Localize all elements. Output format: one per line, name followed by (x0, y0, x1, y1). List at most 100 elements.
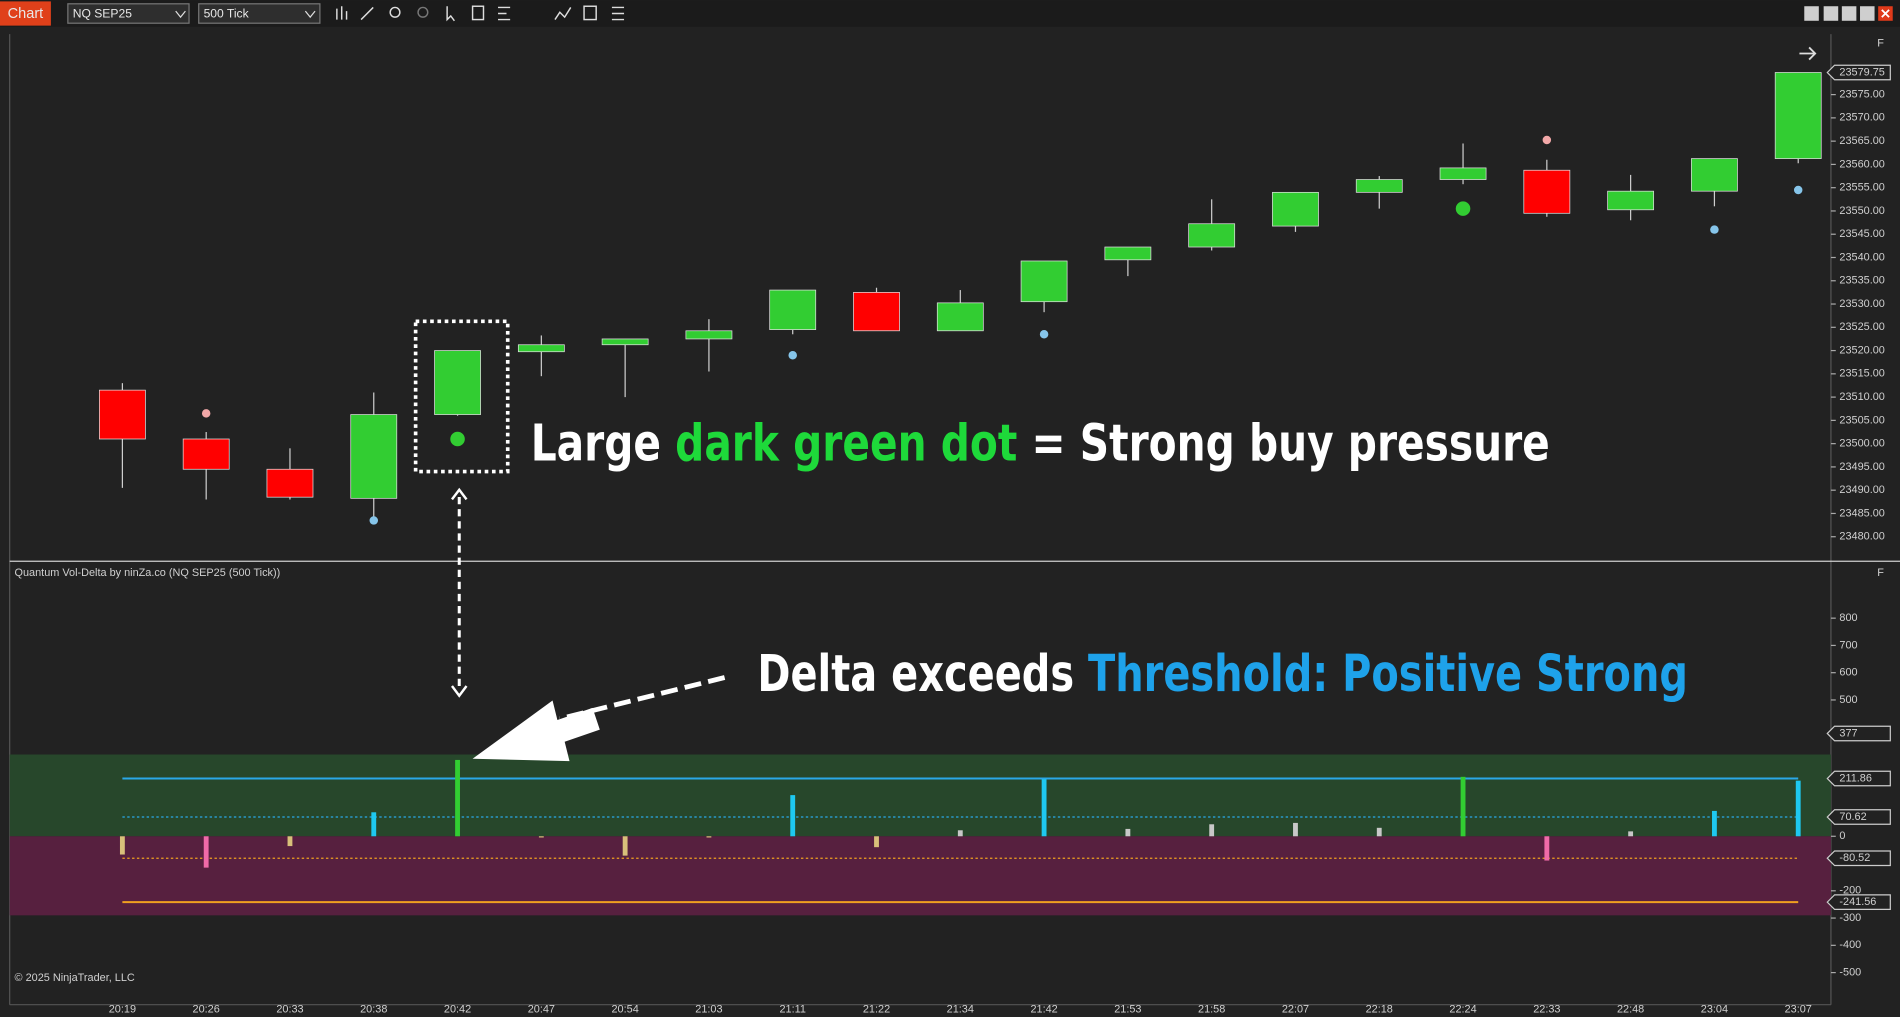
properties-icon[interactable] (583, 5, 597, 21)
delta-bar (622, 836, 628, 856)
x-tick-label: 22:48 (1617, 1003, 1644, 1015)
x-tick-label: 21:42 (1030, 1003, 1057, 1015)
delta-bar (119, 836, 125, 855)
x-tick-label: 21:03 (695, 1003, 722, 1015)
annotation-part: Delta exceeds (757, 645, 1088, 704)
delta-bar (538, 836, 544, 838)
y-tick-label: 23545.00 (1839, 228, 1884, 240)
delta-bar (203, 836, 209, 868)
y-tick-label: 600 (1839, 667, 1857, 679)
delta-bar (455, 759, 460, 837)
delta-bar (1460, 776, 1466, 837)
y-tick-label: 23555.00 (1839, 182, 1884, 194)
period: 500 Tick (204, 6, 250, 20)
templates-icon[interactable] (498, 6, 511, 21)
x-tick-label: 22:24 (1449, 1003, 1476, 1015)
connector-heads (451, 487, 468, 698)
instrument: NQ SEP25 (73, 6, 132, 20)
zoom-in-icon[interactable] (389, 6, 401, 18)
instrument-select[interactable] (67, 3, 190, 24)
candle-body (1691, 158, 1738, 192)
annotation: Delta exceeds Threshold: Positive Strong (757, 645, 1688, 704)
signal-dot (369, 516, 379, 525)
x-tick-label: 21:53 (1114, 1003, 1141, 1015)
annotation-part: Large (531, 415, 675, 474)
level-box (1826, 809, 1891, 825)
candle-body (853, 292, 900, 332)
y-tick-label: 23510.00 (1839, 391, 1884, 403)
delta-bar (706, 836, 712, 838)
x-tick-label: 20:38 (360, 1003, 387, 1015)
y-tick-label: 23530.00 (1839, 298, 1884, 310)
data-box-icon[interactable] (471, 5, 485, 21)
chart-tab[interactable] (0, 1, 51, 26)
annotation-highlight: Threshold: Positive Strong (1088, 645, 1688, 704)
y-tick-label: 23480.00 (1839, 531, 1884, 543)
y-tick-label: 23520.00 (1839, 344, 1884, 356)
delta-bar (874, 836, 879, 848)
pointer-tail (559, 675, 726, 722)
dropdown-caret (175, 10, 186, 19)
x-tick-label: 20:19 (109, 1003, 136, 1015)
candle-body (350, 414, 398, 499)
copyright: © 2025 NinjaTrader, LLC (15, 972, 135, 984)
delta-bar (790, 795, 796, 837)
restore[interactable] (1860, 6, 1875, 21)
button[interactable] (1804, 6, 1819, 21)
candle-body (182, 438, 230, 470)
panel-corner-label: F (1877, 567, 1884, 579)
delta-bar (1041, 779, 1047, 837)
y-tick-label: -300 (1839, 912, 1861, 924)
pointer-icon[interactable] (446, 6, 455, 22)
x-tick-label: 22:33 (1533, 1003, 1560, 1015)
y-tick-label: -500 (1839, 966, 1861, 978)
y-tick-label: 23525.00 (1839, 321, 1884, 333)
button[interactable] (1823, 6, 1839, 21)
candle-body (1774, 72, 1822, 159)
period-select[interactable] (198, 3, 321, 24)
delta-bar (1544, 836, 1550, 861)
candle-body (1355, 179, 1403, 193)
y-tick-label: 23515.00 (1839, 368, 1884, 380)
x-tick-label: 21:34 (947, 1003, 974, 1015)
candle-body (1104, 246, 1152, 261)
pencil-icon[interactable] (360, 6, 374, 21)
zoom-out-icon[interactable] (417, 6, 429, 18)
candle-body (434, 350, 481, 415)
menu-icon[interactable] (611, 6, 625, 21)
delta-bar (287, 836, 293, 847)
level-label: 211.86 (1839, 772, 1872, 784)
level-label: -80.52 (1839, 852, 1870, 864)
level-box (1826, 850, 1891, 867)
level-label: -241.56 (1839, 896, 1876, 908)
minimize[interactable] (1841, 6, 1857, 21)
positive-zone (9, 754, 1831, 837)
candle-body (1607, 190, 1655, 211)
candle-body (1020, 260, 1068, 303)
candle-body (1188, 223, 1236, 248)
bars-icon[interactable] (336, 6, 348, 20)
highlight-box (413, 319, 510, 474)
data-layer: 23575.00 23570.00 23565.00 23560.00 23555.00… (9, 64, 1891, 1015)
y-tick-label: 23535.00 (1839, 275, 1884, 287)
x-tick-label: 20:42 (444, 1003, 471, 1015)
signal-dot (201, 409, 211, 418)
x-tick-label: 20:26 (193, 1003, 220, 1015)
scroll-arrow[interactable] (1799, 46, 1817, 61)
x-tick-label: 20:54 (612, 1003, 639, 1015)
delta-bar (1711, 810, 1717, 837)
strategies-icon[interactable] (554, 7, 572, 20)
signal-dot (450, 431, 465, 447)
y-tick-label: 700 (1839, 639, 1857, 651)
value-box-label: 377 (1839, 727, 1857, 739)
delta-bar (371, 812, 377, 837)
candle-body (769, 289, 817, 330)
window-buttons (1804, 6, 1893, 21)
pointer-arrow (472, 700, 600, 762)
delta-bar (1376, 827, 1382, 837)
signal-dot (1793, 185, 1803, 195)
y-tick-label: 23540.00 (1839, 251, 1884, 263)
y-tick-label: 23495.00 (1839, 461, 1884, 473)
x-tick-label: 20:47 (528, 1003, 555, 1015)
